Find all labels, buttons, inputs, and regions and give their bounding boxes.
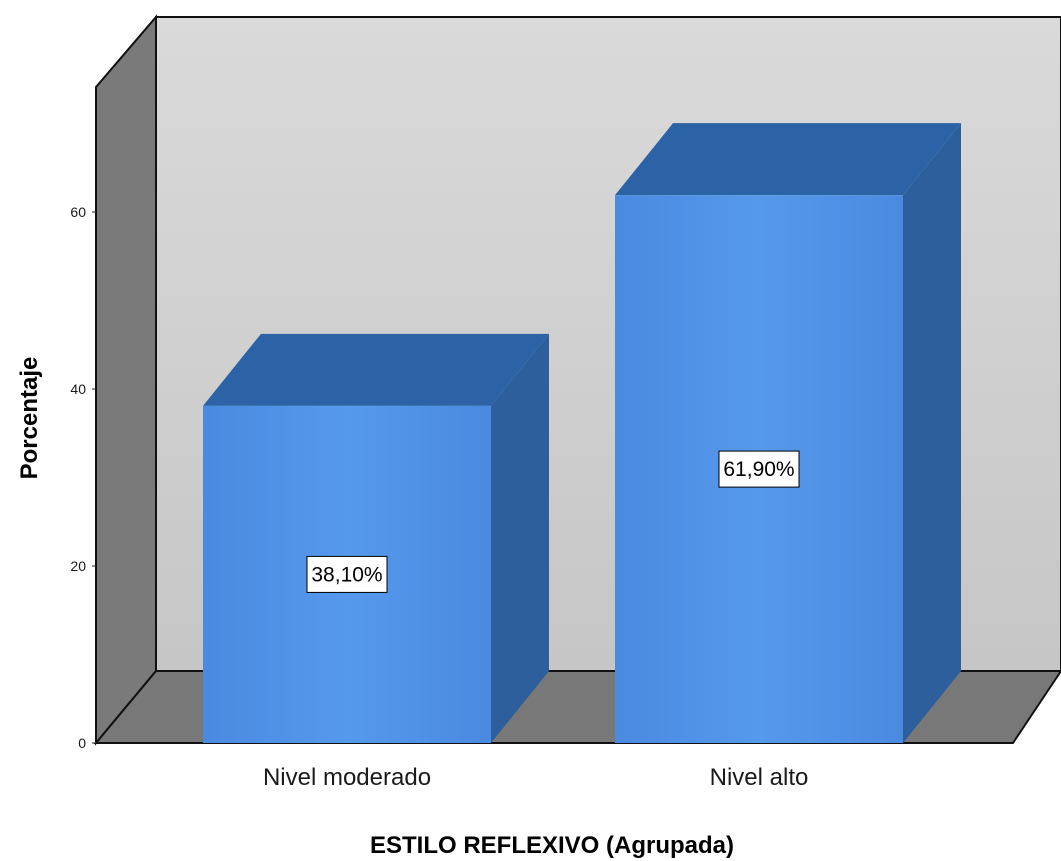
side-wall xyxy=(95,14,157,746)
category-labels: Nivel moderado Nivel alto xyxy=(263,764,808,791)
y-tick-label: 40 xyxy=(70,381,86,397)
bar-2: 61,90% xyxy=(615,123,961,743)
category-label: Nivel alto xyxy=(710,764,809,791)
y-axis: 0 20 40 60 xyxy=(70,204,96,751)
bar-side xyxy=(903,123,961,743)
data-label-box xyxy=(306,555,388,593)
bar-top xyxy=(615,123,961,196)
y-tick-label: 60 xyxy=(70,204,86,220)
y-tick-label: 20 xyxy=(70,558,86,574)
category-label: Nivel moderado xyxy=(263,764,431,791)
bar-1: 38,10% xyxy=(203,333,549,743)
data-label-box xyxy=(718,450,800,488)
data-label: 61,90% xyxy=(723,458,794,481)
bar-top xyxy=(203,333,549,406)
y-tick-label: 0 xyxy=(78,735,86,751)
y-axis-title: Porcentaje xyxy=(16,357,43,480)
x-axis-title: ESTILO REFLEXIVO (Agrupada) xyxy=(370,832,734,859)
bar-side xyxy=(491,333,549,743)
data-label: 38,10% xyxy=(311,563,382,586)
bars-group: 38,10% 61,90% xyxy=(203,123,961,743)
